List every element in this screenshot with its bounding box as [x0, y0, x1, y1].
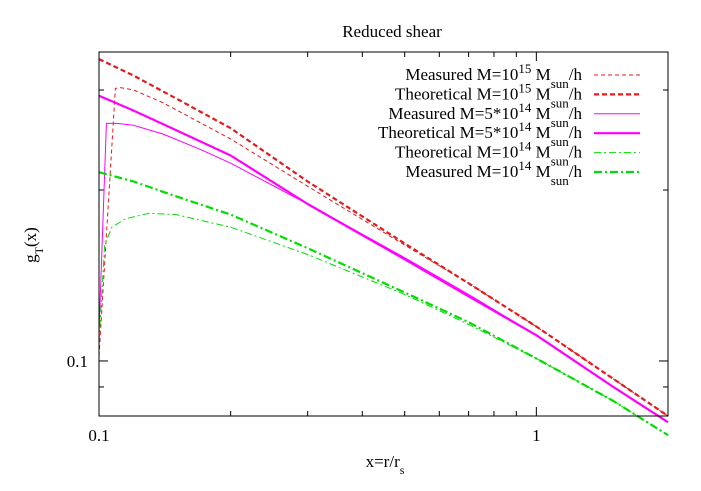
chart-title: Reduced shear — [342, 22, 442, 41]
series-lines — [98, 58, 669, 437]
plot-frame — [98, 51, 669, 417]
legend-label: Theoretical M=1014 Msun/h — [395, 138, 583, 168]
legend-label: Theoretical M=5*1014 Msun/h — [378, 119, 583, 149]
legend-label: Measured M=1014 Msun/h — [405, 158, 582, 188]
series-line-6 — [98, 171, 669, 437]
series-line-1 — [98, 87, 669, 417]
legend-label: Measured M=1015 Msun/h — [405, 61, 582, 91]
series-line-3 — [98, 122, 669, 423]
series-line-4 — [98, 94, 669, 424]
legend-label: Theoretical M=1015 Msun/h — [395, 80, 583, 110]
legend-label: Measured M=5*1014 Msun/h — [388, 99, 582, 129]
y-tick-label: 0.1 — [67, 352, 88, 371]
x-tick-label: 0.1 — [88, 426, 109, 445]
x-tick-label: 1 — [532, 426, 541, 445]
x-axis-label: x=r/rs — [366, 452, 405, 477]
series-line-2 — [98, 58, 669, 417]
y-axis-label: gT(x) — [21, 227, 46, 263]
